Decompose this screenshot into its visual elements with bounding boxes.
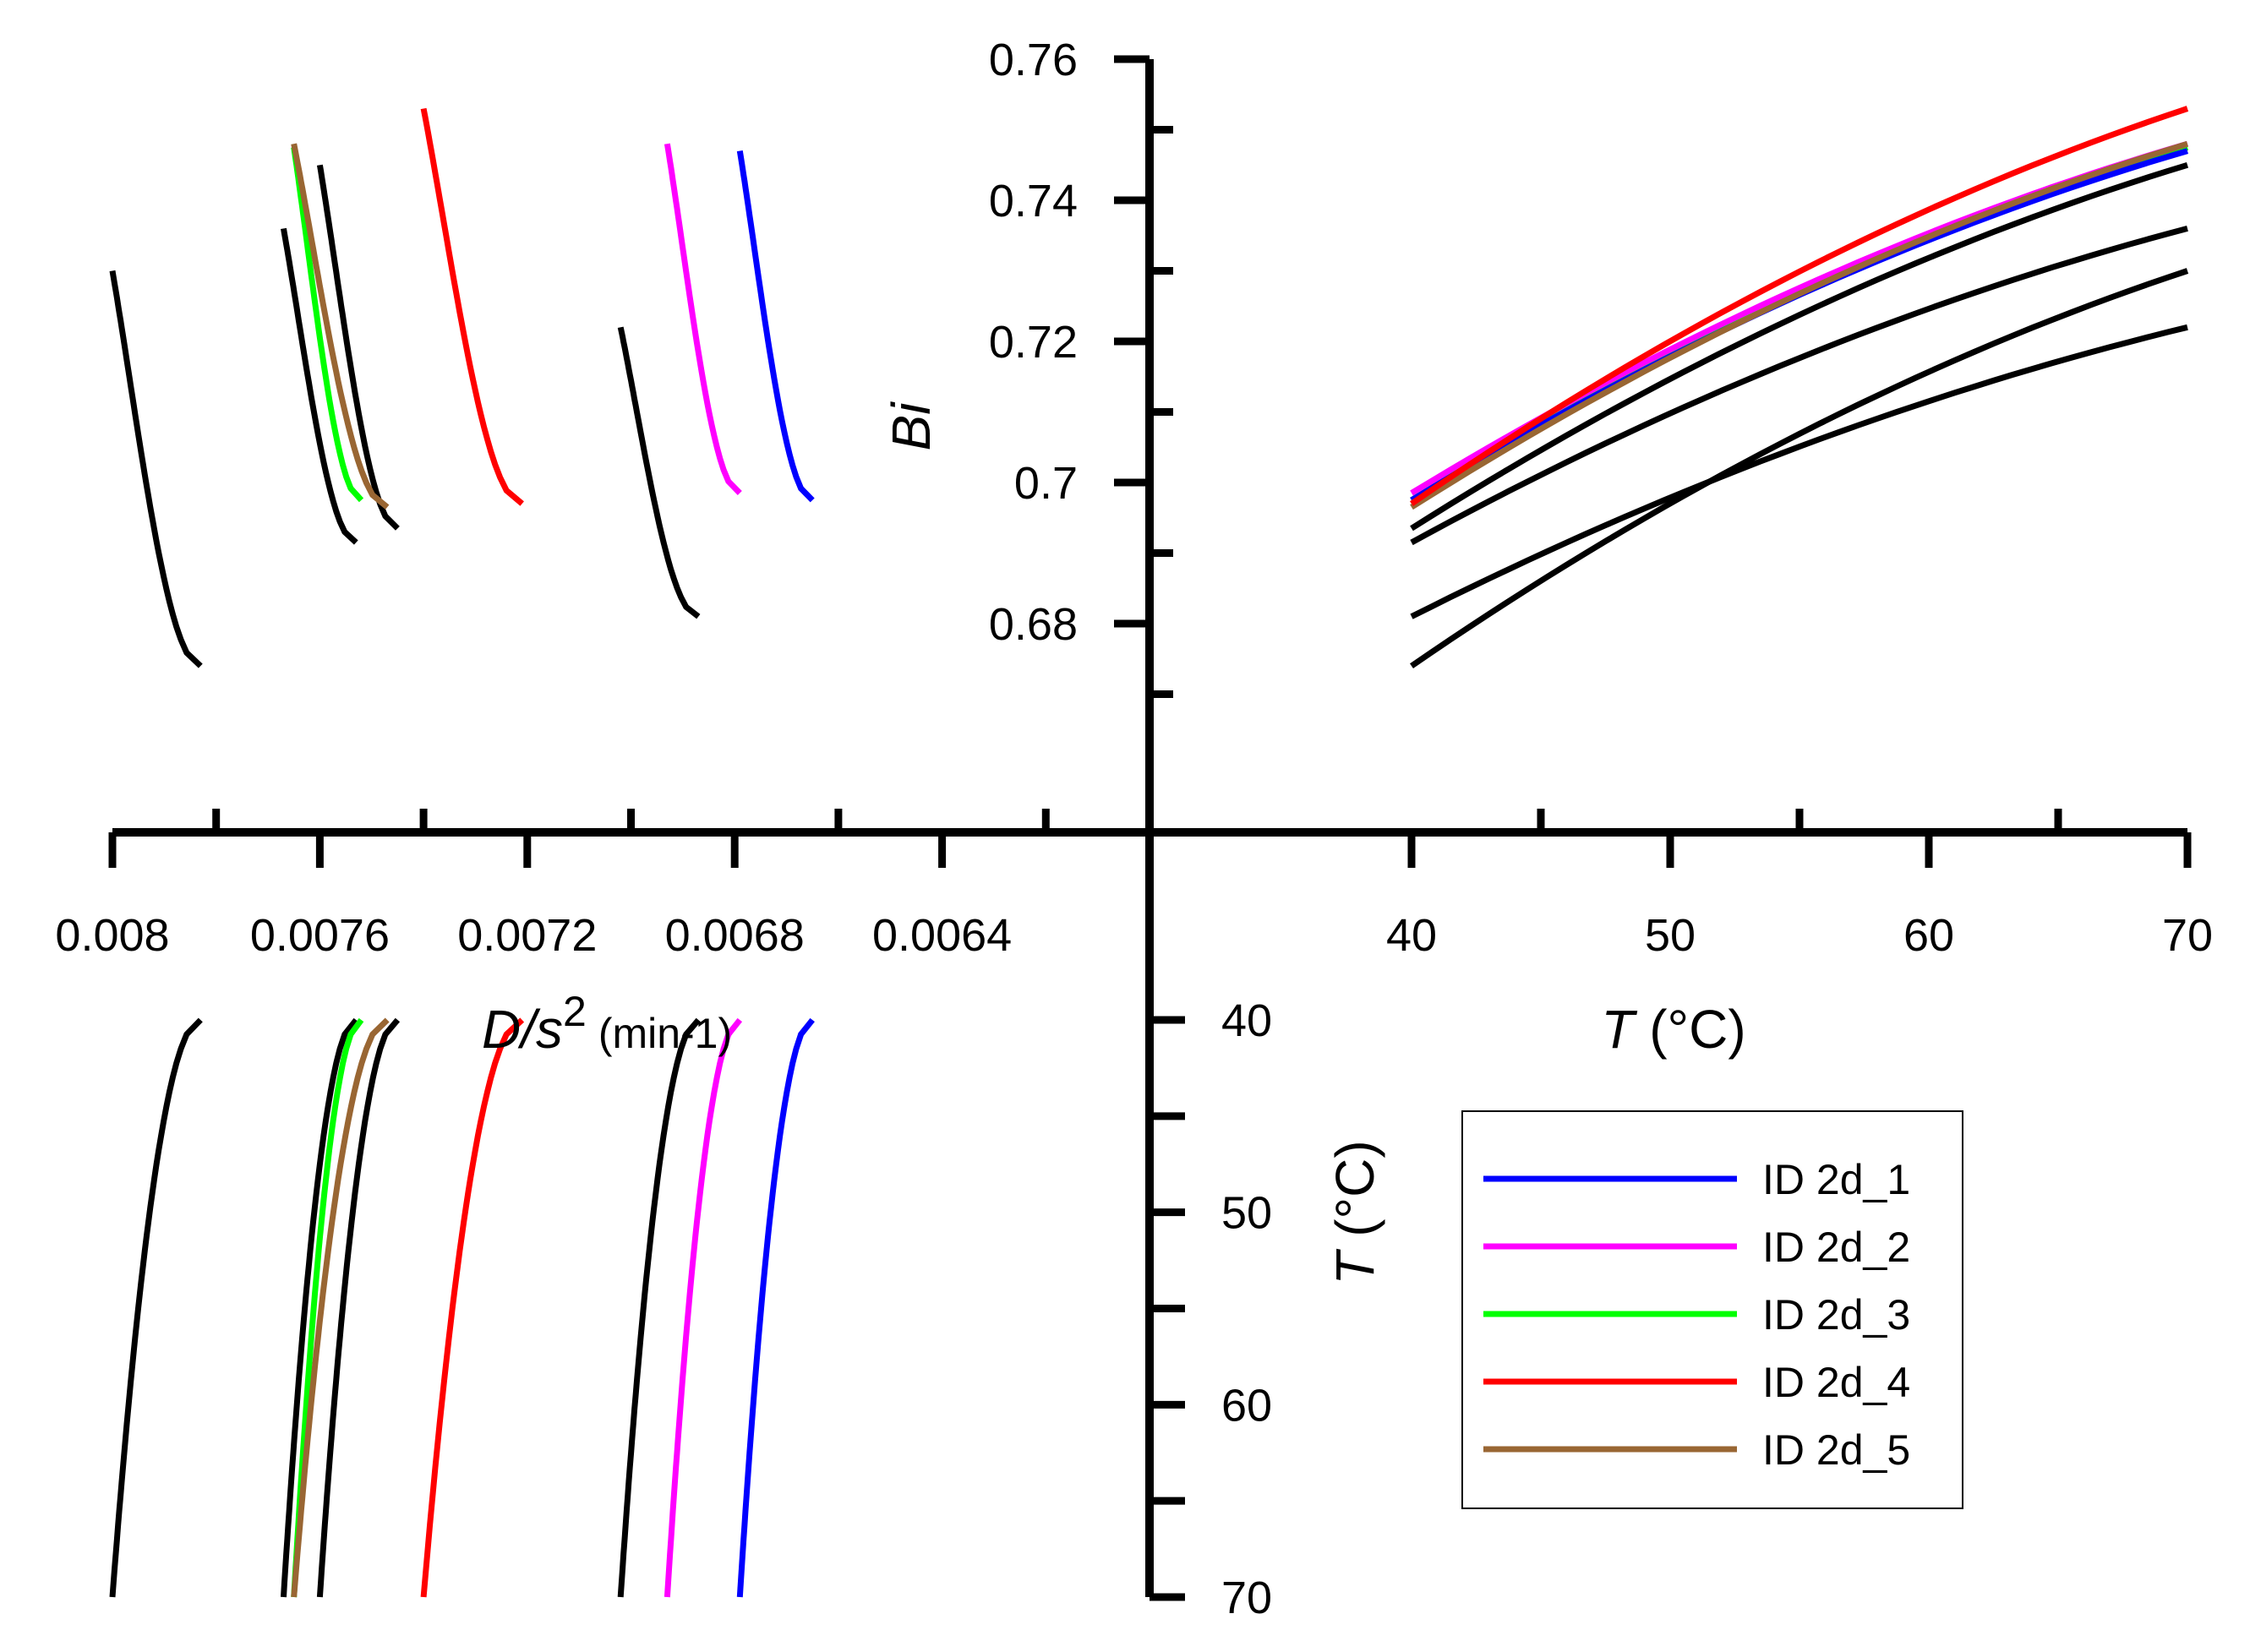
curve-t-d-id-2d-1: [736, 1017, 815, 1598]
curve-t-d-black-4: [617, 1017, 701, 1598]
xlabel-d-main: D/s: [482, 999, 563, 1060]
legend-label-id-2d-4: ID 2d_4: [1762, 1359, 1910, 1406]
tick-label-t-x: 70: [2162, 910, 2213, 961]
curve-bi-t-id-2d-5: [1410, 140, 2189, 510]
legend-label-id-2d-5: ID 2d_5: [1762, 1426, 1910, 1474]
curves: [109, 106, 2189, 1598]
xlabel-t-italic: T: [1601, 999, 1637, 1060]
curve-t-d-id-2d-5: [291, 1017, 390, 1598]
curve-bi-d-black-1: [316, 164, 400, 531]
legend-label-id-2d-2: ID 2d_2: [1762, 1224, 1910, 1271]
legend: ID 2d_1 ID 2d_2 ID 2d_3 ID 2d_4 ID 2d_5: [1461, 1110, 1963, 1509]
tick-label-bi: 0.7: [1014, 458, 1078, 509]
xlabel-t-unit: (°C): [1634, 999, 1745, 1060]
curve-bi-d-id-2d-2: [664, 143, 742, 495]
curve-bi-d-black-3: [109, 270, 203, 668]
tick-label-d: 0.0064: [872, 910, 1012, 961]
tick-label-t-y: 50: [1221, 1188, 1272, 1239]
tick-label-t-y: 40: [1221, 995, 1272, 1046]
curve-bi-d-id-2d-4: [420, 107, 524, 506]
tick-label-t-x: 60: [1903, 910, 1954, 961]
legend-label-id-2d-1: ID 2d_1: [1762, 1156, 1910, 1203]
tick-label-t-y: 60: [1221, 1380, 1272, 1431]
tick-label-d: 0.0076: [250, 910, 390, 961]
tick-labels: 40 50 60 70 0.68 0.7 0.72 0.74 0.76 0.008 0.0076 0.…: [55, 35, 2213, 1623]
xlabel-t: T (°C): [1601, 999, 1745, 1060]
curve-bi-t-black-1: [1410, 161, 2189, 532]
tick-label-d: 0.008: [55, 910, 169, 961]
ylabel-bi: Bi: [881, 401, 942, 451]
xlabel-d-sup: 2: [563, 988, 587, 1035]
curve-t-d-black-1: [316, 1017, 401, 1598]
xlabel-d: D/s2 (min-1): [482, 988, 732, 1060]
ylabel-t-unit: (°C): [1324, 1140, 1385, 1251]
legend-label-id-2d-3: ID 2d_3: [1762, 1291, 1910, 1339]
tick-label-bi: 0.68: [989, 599, 1078, 650]
xlabel-d-unit: (min-1): [598, 1010, 732, 1057]
curve-bi-d-black-4: [617, 326, 701, 619]
curve-t-d-id-2d-4: [420, 1017, 525, 1598]
curve-bi-d-id-2d-5: [291, 143, 390, 510]
curve-bi-t-id-2d-4: [1410, 106, 2189, 506]
ticks: [108, 55, 2192, 1601]
curve-bi-d-id-2d-1: [736, 150, 815, 503]
ylabel-t-italic: T: [1324, 1249, 1385, 1285]
curve-bi-t-id-2d-2: [1410, 140, 2188, 496]
curve-bi-t-black-4: [1410, 324, 2188, 619]
tick-label-t-x: 50: [1645, 910, 1696, 961]
tick-label-d: 0.0068: [665, 910, 805, 961]
tick-label-bi: 0.72: [989, 317, 1078, 368]
curve-bi-t-black-3: [1410, 268, 2189, 668]
curve-t-d-id-2d-2: [664, 1017, 743, 1598]
legend-items: ID 2d_1 ID 2d_2 ID 2d_3 ID 2d_4 ID 2d_5: [1483, 1156, 1910, 1474]
axis-titles: Bi T (°C) T (°C) D/s2 (min-1): [482, 401, 1746, 1285]
curve-bi-d-black-2: [281, 227, 358, 545]
tick-label-t-y: 70: [1221, 1573, 1272, 1623]
tick-label-d: 0.0072: [457, 910, 597, 961]
tick-label-bi: 0.76: [989, 35, 1078, 85]
ylabel-t: T (°C): [1324, 1140, 1385, 1284]
tick-label-t-x: 40: [1386, 910, 1437, 961]
curve-bi-t-black-2: [1410, 226, 2188, 546]
curve-t-d-black-2: [281, 1017, 359, 1598]
curve-t-d-black-3: [109, 1017, 203, 1598]
tick-label-bi: 0.74: [989, 176, 1078, 226]
